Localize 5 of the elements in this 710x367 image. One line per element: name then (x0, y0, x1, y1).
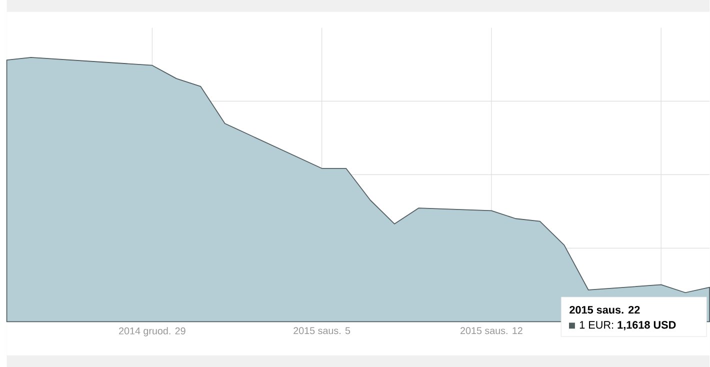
x-tick-label: 2015 saus. 5 (294, 327, 350, 334)
x-tick-label: 2015 saus. 12 (460, 327, 522, 334)
x-tick-label: 2014 gruod. 29 (119, 327, 186, 336)
annotation: 1 EUR: 1,1618 USD (580, 320, 676, 330)
annotation: 2015 saus. 22 (570, 306, 640, 314)
